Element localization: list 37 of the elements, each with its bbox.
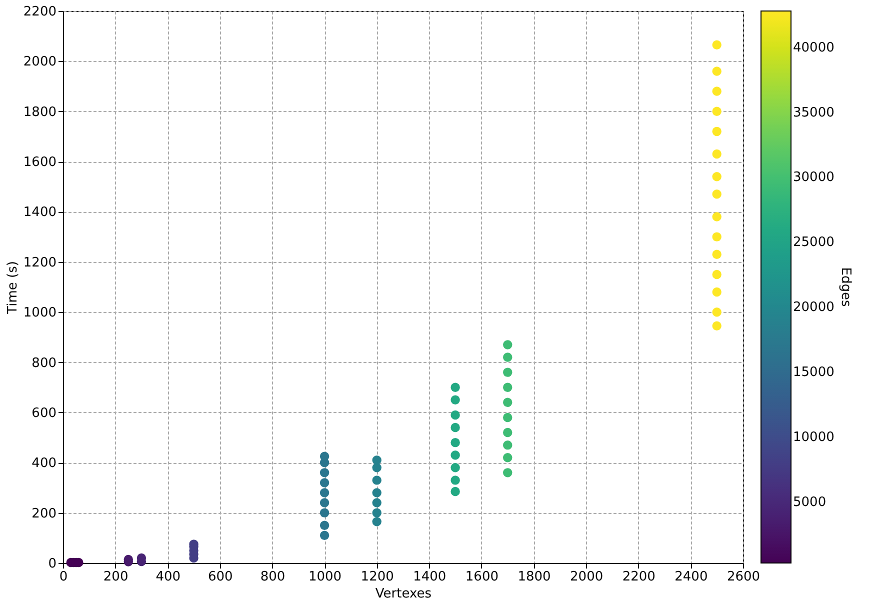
x-tick-label: 1800 xyxy=(518,570,551,584)
color-bar-label: 40000 xyxy=(793,40,834,56)
color-bar-title: Edges xyxy=(838,267,853,307)
color-bar-label: 35000 xyxy=(793,105,834,120)
y-tick-label: 400 xyxy=(32,456,56,472)
x-tick-label: 200 xyxy=(103,570,128,584)
x-tick-label: 2000 xyxy=(570,570,604,584)
color-bar-label: 30000 xyxy=(793,170,834,186)
x-tick-label: 400 xyxy=(156,570,181,584)
color-bar-label: 10000 xyxy=(793,430,834,446)
y-axis-title: Time (s) xyxy=(5,261,20,315)
x-tick-label: 2400 xyxy=(674,570,708,584)
color-bar-label: 15000 xyxy=(793,365,834,380)
y-tick-label: 200 xyxy=(32,506,56,522)
y-tick-label: 1800 xyxy=(23,104,56,120)
y-tick-label: 800 xyxy=(32,356,56,371)
y-tick-label: 1000 xyxy=(23,306,56,321)
x-tick-label: 1200 xyxy=(360,570,394,584)
x-tick-label: 1400 xyxy=(413,570,446,584)
x-tick-label: 2600 xyxy=(726,570,760,584)
y-tick-label: 2000 xyxy=(23,54,56,70)
x-tick-label: 0 xyxy=(59,570,68,584)
x-axis-title: Vertexes xyxy=(375,586,432,602)
y-tick-label: 1600 xyxy=(23,155,56,170)
y-tick-label: 0 xyxy=(48,556,56,572)
y-tick-label: 600 xyxy=(32,406,56,421)
y-tick-label: 1400 xyxy=(23,205,56,220)
x-tick-label: 800 xyxy=(260,570,286,584)
color-bar-label: 5000 xyxy=(793,494,826,510)
x-tick-label: 600 xyxy=(208,570,233,584)
y-tick-label: 2200 xyxy=(23,4,56,20)
color-bar-label: 25000 xyxy=(793,235,834,250)
color-bar-label: 20000 xyxy=(793,300,834,316)
x-tick-label: 1600 xyxy=(465,570,499,584)
x-tick-label: 2200 xyxy=(622,570,656,584)
y-tick-label: 1200 xyxy=(23,255,56,270)
x-tick-label: 1000 xyxy=(308,570,342,584)
